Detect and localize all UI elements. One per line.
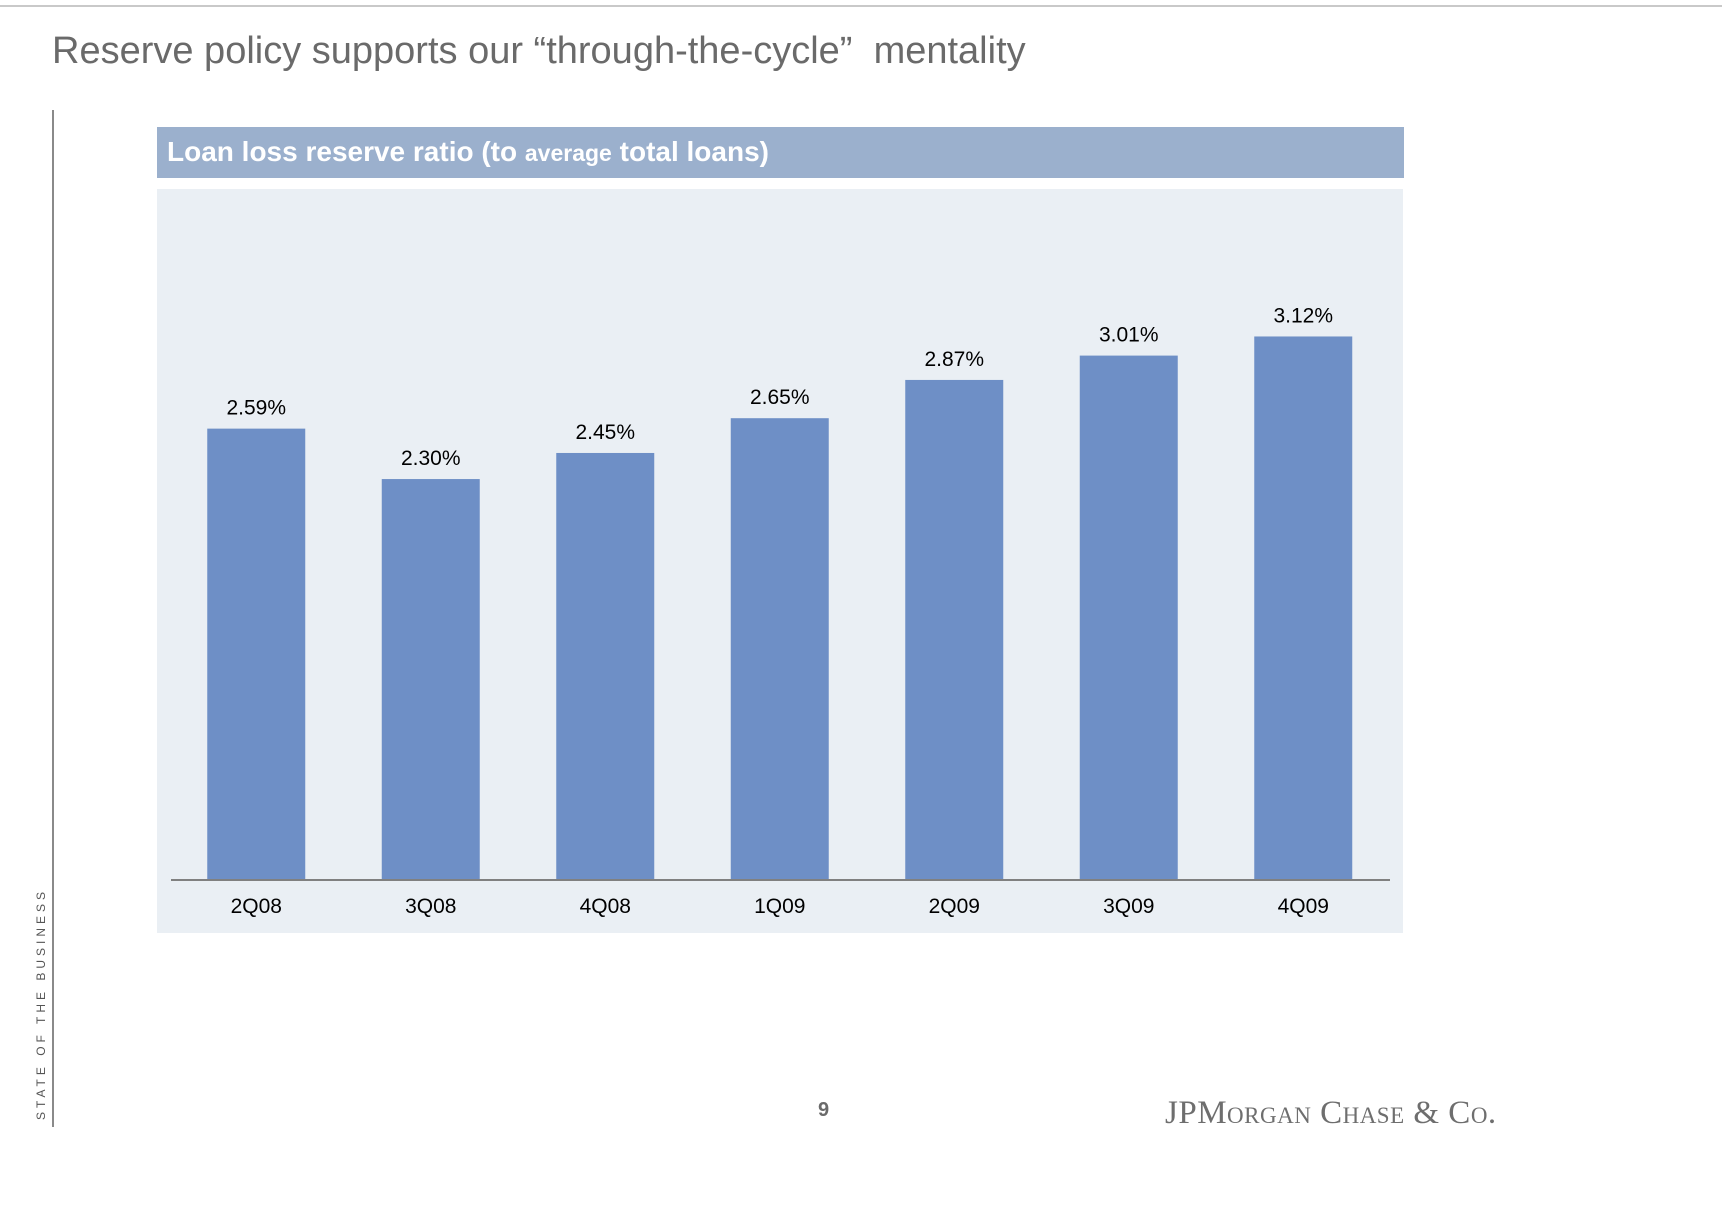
bar-4Q08 (556, 452, 655, 879)
x-tick-label-3Q09: 3Q09 (1103, 895, 1154, 918)
chart-title-average: average (524, 140, 612, 166)
bar-3Q08 (381, 479, 480, 879)
chart-title: Loan loss reserve ratio (to average tota… (167, 136, 769, 168)
page-number: 9 (818, 1099, 830, 1121)
x-tick-label-3Q08: 3Q08 (405, 895, 456, 918)
x-tick-label-1Q09: 1Q09 (754, 895, 805, 918)
top-rule (0, 5, 1722, 7)
chart-header: Loan loss reserve ratio (to average tota… (157, 127, 1404, 178)
data-label-4Q08: 2.45% (575, 421, 635, 444)
chart-title-part3: total loans) (611, 136, 769, 167)
slide-title: Reserve policy supports our “through-the… (52, 30, 1026, 72)
jpmorgan-chase-logo: JPMorgan Chase & Co. (1165, 1095, 1497, 1131)
data-label-3Q08: 2.30% (401, 447, 461, 470)
x-tick-label-2Q09: 2Q09 (929, 895, 980, 918)
side-label: STATE OF THE BUSINESS (34, 887, 48, 1120)
x-tick-label-4Q09: 4Q09 (1278, 895, 1329, 918)
data-label-4Q09: 3.12% (1273, 304, 1333, 327)
bar-1Q09 (730, 418, 829, 879)
x-tick-label-2Q08: 2Q08 (231, 895, 282, 918)
data-label-3Q09: 3.01% (1099, 324, 1159, 347)
bar-4Q09 (1254, 336, 1353, 879)
bar-2Q09 (905, 379, 1004, 879)
bar-chart: 2.59% 2Q08 2.30% 3Q08 2.45% 4Q08 2.65% 1Q09 2.87… (171, 304, 1390, 918)
data-label-2Q08: 2.59% (226, 397, 286, 420)
x-tick-label-4Q08: 4Q08 (580, 895, 631, 918)
bar-2Q08 (207, 428, 306, 879)
bar-3Q09 (1079, 355, 1178, 879)
chart-title-part1: Loan loss reserve ratio (to (167, 136, 525, 167)
data-label-1Q09: 2.65% (750, 386, 810, 409)
data-label-2Q09: 2.87% (924, 348, 984, 371)
side-rule (52, 110, 54, 1127)
